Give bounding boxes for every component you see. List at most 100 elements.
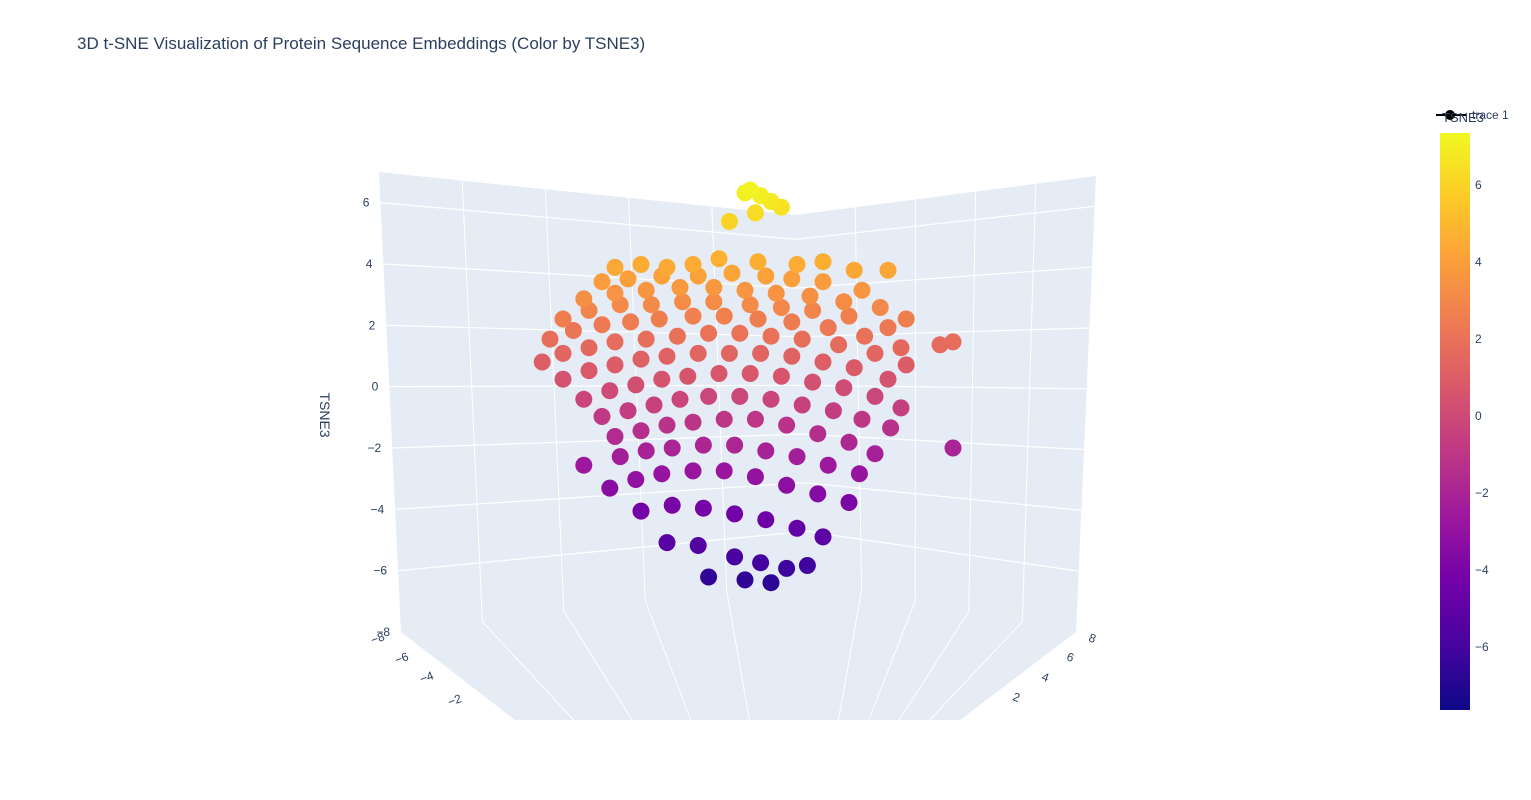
floor-gridline	[726, 590, 750, 721]
data-point	[804, 373, 822, 391]
data-point	[627, 376, 645, 394]
data-point	[575, 290, 593, 308]
left-wall-gridline	[544, 189, 565, 612]
right-wall	[795, 176, 1096, 632]
data-point	[840, 433, 858, 451]
data-point	[944, 333, 962, 351]
data-point	[606, 428, 624, 445]
data-point	[830, 336, 848, 354]
data-point	[720, 213, 738, 230]
data-point	[637, 330, 655, 348]
right-wall-gridline	[1021, 183, 1037, 622]
data-point	[749, 310, 767, 328]
data-point	[866, 445, 884, 463]
data-point	[762, 390, 780, 408]
data-point	[793, 396, 811, 414]
data-point	[778, 476, 796, 494]
data-point	[637, 442, 655, 460]
floor-gridline	[929, 621, 1023, 721]
data-point	[879, 319, 897, 337]
data-point	[533, 353, 551, 371]
data-point	[746, 468, 764, 486]
colorbar	[1440, 133, 1470, 710]
data-point	[835, 379, 853, 397]
data-point	[606, 258, 624, 276]
data-point	[689, 344, 707, 362]
data-point	[804, 301, 822, 319]
x-tick-label: −2	[446, 691, 464, 709]
floor-gridline	[644, 600, 692, 721]
data-point	[788, 519, 806, 537]
data-point	[772, 299, 790, 316]
data-point	[882, 419, 900, 437]
x-tick-label: −4	[418, 668, 436, 686]
data-point	[741, 365, 759, 382]
data-point	[593, 273, 611, 291]
data-point	[814, 253, 832, 271]
x-tick-label: −8	[369, 629, 387, 647]
data-point	[853, 281, 871, 299]
data-point	[710, 365, 728, 382]
data-point	[554, 310, 572, 328]
data-point	[653, 465, 671, 483]
data-point	[726, 505, 744, 523]
data-point	[944, 439, 962, 457]
data-point	[866, 344, 884, 362]
data-point	[658, 534, 676, 552]
data-point	[593, 316, 611, 334]
data-point	[700, 387, 718, 405]
data-point	[778, 416, 796, 434]
data-point	[653, 370, 671, 388]
z-tick-label: −6	[373, 564, 387, 578]
data-point	[762, 574, 780, 592]
data-point	[663, 496, 681, 514]
data-point	[892, 399, 910, 417]
data-point	[575, 456, 593, 474]
data-point	[601, 479, 619, 497]
data-point	[801, 287, 819, 305]
data-point	[741, 296, 759, 314]
data-point	[814, 273, 832, 291]
data-point	[767, 284, 785, 302]
floor-gridline	[837, 590, 863, 721]
data-point	[684, 307, 702, 325]
floor-plane	[401, 580, 1076, 720]
data-point	[720, 344, 738, 362]
left-wall-gridline	[711, 206, 728, 591]
data-point	[850, 465, 868, 483]
colorbar-tick: 0	[1475, 409, 1482, 423]
data-point	[650, 310, 668, 328]
left-wall-gridline	[628, 197, 646, 601]
z-gridline	[389, 384, 1087, 390]
data-point	[798, 557, 816, 574]
data-point	[684, 413, 702, 431]
x-tick-label: −6	[393, 649, 411, 667]
z-tick-label: 2	[369, 318, 376, 332]
colorbar-tick: 2	[1475, 332, 1482, 346]
data-point	[871, 299, 889, 316]
data-point	[671, 279, 689, 296]
data-point	[853, 410, 871, 428]
data-point	[541, 330, 559, 348]
y-tick-label: 4	[1040, 670, 1051, 686]
legend-item-trace-1[interactable]: trace 1	[1434, 106, 1529, 124]
data-point	[757, 267, 775, 285]
data-point	[674, 293, 692, 311]
data-point	[752, 344, 770, 362]
data-point	[679, 367, 697, 385]
floor-gridline	[482, 621, 574, 721]
data-point	[611, 448, 629, 466]
data-point	[731, 387, 749, 405]
colorbar-tick: −2	[1475, 486, 1489, 500]
data-point	[632, 350, 650, 368]
data-point	[700, 324, 718, 342]
data-point	[658, 416, 676, 434]
data-point	[694, 499, 712, 517]
data-point	[671, 390, 689, 408]
left-wall-gridline	[461, 180, 483, 622]
data-point	[726, 548, 744, 566]
data-point	[658, 347, 676, 365]
data-point	[788, 448, 806, 466]
data-point	[715, 307, 733, 325]
